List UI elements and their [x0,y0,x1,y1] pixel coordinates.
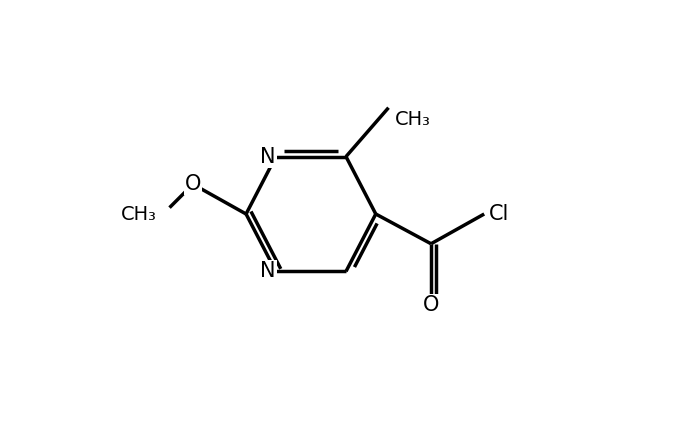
Text: N: N [260,147,276,166]
Text: CH₃: CH₃ [121,205,157,223]
Text: N: N [260,262,276,281]
Text: Cl: Cl [489,204,509,224]
Text: O: O [185,174,201,194]
Text: CH₃: CH₃ [395,110,431,129]
Text: O: O [423,295,439,315]
